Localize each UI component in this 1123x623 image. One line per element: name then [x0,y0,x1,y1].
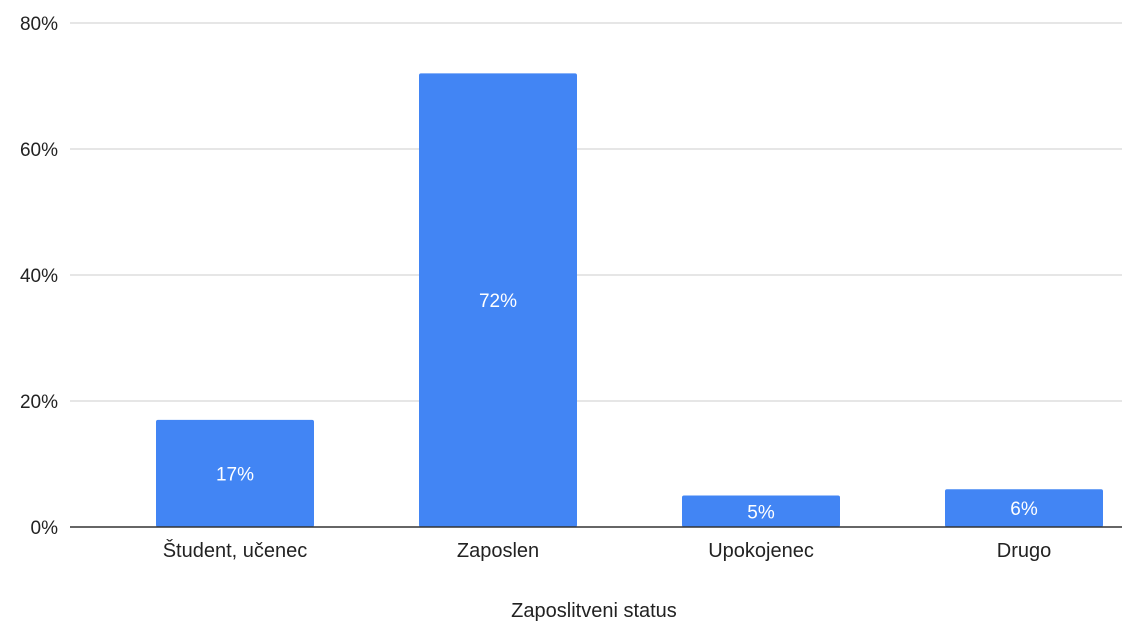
y-tick-label: 80% [20,14,58,35]
y-tick-label: 40% [20,266,58,287]
y-tick-label: 0% [31,518,59,539]
y-axis-tick-labels: 0% 20% 40% 60% 80% [20,14,58,539]
gridlines [70,23,1122,401]
bars [156,73,1103,527]
bar-data-label: 6% [1010,499,1038,520]
x-axis-title: Zaposlitveni status [511,600,677,622]
y-tick-label: 60% [20,140,58,161]
bar-data-label: 5% [747,502,775,523]
x-category-label: Študent, učenec [163,539,308,562]
bar-data-label: 17% [216,464,254,485]
x-category-label: Drugo [997,540,1051,562]
bar-data-labels: 17% 72% 5% 6% [216,291,1038,523]
x-category-label: Upokojenec [708,540,814,562]
x-category-label: Zaposlen [457,540,539,562]
x-axis-category-labels: Študent, učenec Zaposlen Upokojenec Drugo [163,539,1052,562]
bar-data-label: 72% [479,291,517,312]
y-tick-label: 20% [20,392,58,413]
